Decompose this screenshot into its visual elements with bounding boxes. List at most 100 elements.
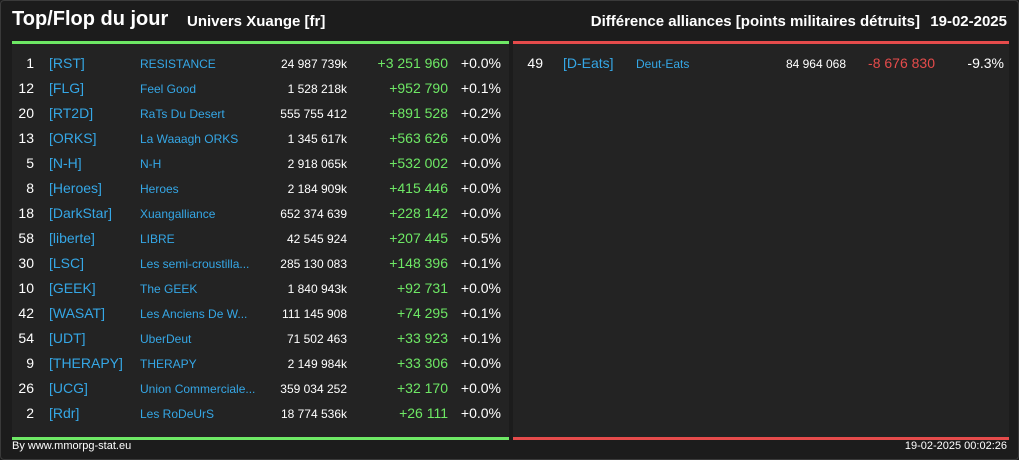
alliance-tag-link[interactable]: [N-H] [49,155,82,171]
alliance-rank: 2 [26,405,34,421]
alliance-name-link[interactable]: RESISTANCE [140,57,216,71]
percent-change: +0.0% [460,55,501,71]
percent-change: +0.0% [460,405,501,421]
alliance-row: 54 [UDT] UberDeut 71 502 463 +33 923 +0.1% [12,326,509,351]
alliance-tag-link[interactable]: [RT2D] [49,105,94,121]
alliance-tag-link[interactable]: [THERAPY] [49,355,123,371]
alliance-points: 555 755 412 [280,107,347,121]
alliance-tag-link[interactable]: [Rdr] [49,405,80,421]
universe-subtitle: Univers Xuange [fr] [187,13,326,30]
alliance-rank: 8 [26,180,34,196]
report-date: 19-02-2025 [930,13,1007,30]
points-difference: +26 111 [399,405,448,421]
percent-change: +0.2% [460,105,501,121]
alliance-rank: 18 [18,205,34,221]
alliance-row: 13 [ORKS] La Waaagh ORKS 1 345 617k +563 626… [12,126,509,151]
alliance-tag-link[interactable]: [DarkStar] [49,205,113,221]
page-title: Top/Flop du jour [12,8,169,30]
points-difference: +532 002 [389,155,448,171]
points-difference: +92 731 [397,280,448,296]
top-alliances-panel: 1 [RST] RESISTANCE 24 987 739k +3 251 960 +0.… [12,41,509,440]
alliance-row: 42 [WASAT] Les Anciens De W... 111 145 908 +… [12,301,509,326]
alliance-tag-link[interactable]: [WASAT] [49,305,105,321]
alliance-rank: 49 [527,55,543,71]
alliance-rank: 58 [18,230,34,246]
alliance-rank: 12 [18,80,34,96]
alliance-name-link[interactable]: The GEEK [140,282,198,296]
points-difference: +563 626 [389,130,448,146]
alliance-row: 12 [FLG] Feel Good 1 528 218k +952 790 +0.1% [12,76,509,101]
alliance-rank: 20 [18,105,34,121]
footer-timestamp: 19-02-2025 00:02:26 [904,440,1007,452]
alliance-name-link[interactable]: RaTs Du Desert [140,107,225,121]
alliance-tag-link[interactable]: [FLG] [49,80,85,96]
alliance-rank: 54 [18,330,34,346]
percent-change: +0.0% [460,180,501,196]
points-difference: +207 445 [389,230,448,246]
points-difference: +952 790 [389,80,448,96]
alliance-name-link[interactable]: Deut-Eats [636,57,690,71]
alliance-name-link[interactable]: LIBRE [140,232,175,246]
alliance-points: 1 345 617k [287,132,347,146]
points-difference: +3 251 960 [377,55,448,71]
alliance-row: 49 [D-Eats] Deut-Eats 84 964 068 -8 676 830 -… [513,51,1009,76]
alliance-tag-link[interactable]: [UCG] [49,380,88,396]
source-credit: By www.mmorpg-stat.eu [12,440,132,452]
alliance-name-link[interactable]: Xuangalliance [140,207,216,221]
points-difference: +415 446 [389,180,448,196]
alliance-row: 30 [LSC] Les semi-croustilla... 285 130 083… [12,251,509,276]
alliance-tag-link[interactable]: [Heroes] [49,180,102,196]
points-difference: +33 306 [397,355,448,371]
alliance-rank: 1 [26,55,34,71]
alliance-tag-link[interactable]: [RST] [49,55,85,71]
alliance-points: 1 840 943k [287,282,347,296]
percent-change: +0.1% [460,255,501,271]
alliance-tag-link[interactable]: [ORKS] [49,130,97,146]
alliance-name-link[interactable]: Feel Good [140,82,197,96]
alliance-name-link[interactable]: N-H [140,157,162,171]
points-difference: +148 396 [389,255,448,271]
alliance-tag-link[interactable]: [liberte] [49,230,95,246]
alliance-name-link[interactable]: Les semi-croustilla... [140,257,250,271]
alliance-name-link[interactable]: Heroes [140,182,179,196]
alliance-rank: 26 [18,380,34,396]
alliance-row: 58 [liberte] LIBRE 42 545 924 +207 445 +0.5% [12,226,509,251]
percent-change: +0.0% [460,130,501,146]
alliance-row: 1 [RST] RESISTANCE 24 987 739k +3 251 960 +0.… [12,51,509,76]
percent-change: +0.0% [460,355,501,371]
alliance-name-link[interactable]: La Waaagh ORKS [140,132,239,146]
points-difference: +228 142 [389,205,448,221]
alliance-points: 24 987 739k [280,57,347,71]
alliance-name-link[interactable]: Les RoDeUrS [140,407,215,421]
alliance-rank: 10 [18,280,34,296]
points-difference: -8 676 830 [868,55,935,71]
alliance-tag-link[interactable]: [GEEK] [49,280,96,296]
alliance-name-link[interactable]: Les Anciens De W... [140,307,248,321]
alliance-points: 42 545 924 [286,232,347,246]
points-difference: +33 923 [397,330,448,346]
alliance-tag-link[interactable]: [UDT] [49,330,86,346]
alliance-rank: 30 [18,255,34,271]
alliance-points: 2 149 984k [287,357,347,371]
alliance-points: 2 184 909k [287,182,347,196]
alliance-points: 18 774 536k [280,407,347,421]
alliance-points: 111 145 908 [282,307,347,321]
alliance-tag-link[interactable]: [LSC] [49,255,85,271]
alliance-points: 1 528 218k [287,82,347,96]
alliance-points: 84 964 068 [785,57,846,71]
percent-change: +0.1% [460,80,501,96]
alliance-tag-link[interactable]: [D-Eats] [563,55,614,71]
percent-change: +0.0% [460,280,501,296]
percent-change: +0.0% [460,205,501,221]
alliance-name-link[interactable]: UberDeut [140,332,192,346]
alliance-points: 2 918 065k [287,157,347,171]
percent-change: +0.1% [460,305,501,321]
percent-change: -9.3% [967,55,1004,71]
alliance-name-link[interactable]: THERAPY [140,357,197,371]
alliance-row: 18 [DarkStar] Xuangalliance 652 374 639 +228… [12,201,509,226]
points-difference: +74 295 [397,305,448,321]
alliance-points: 652 374 639 [280,207,347,221]
alliance-name-link[interactable]: Union Commerciale... [140,382,256,396]
alliance-points: 71 502 463 [286,332,347,346]
